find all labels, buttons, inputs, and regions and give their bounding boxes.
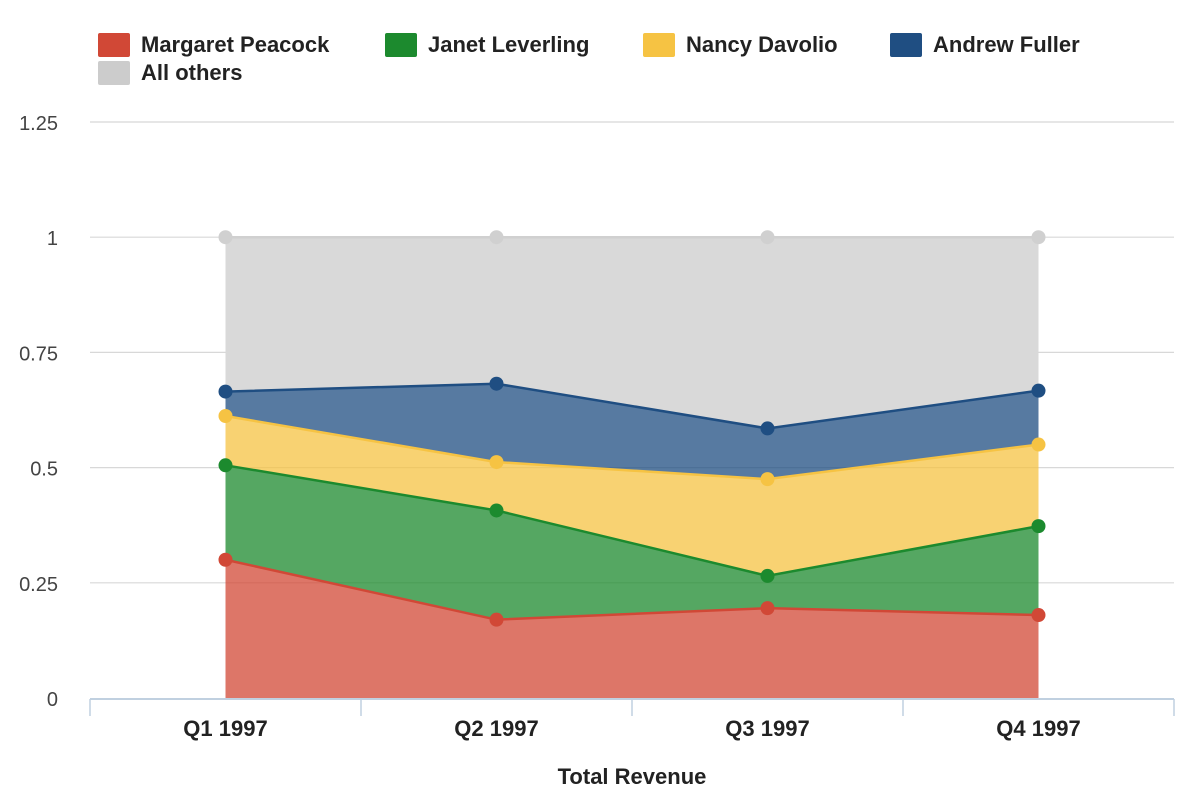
x-tick-label: Q1 1997 (183, 716, 267, 741)
line-andrew-fuller (225, 382, 1039, 430)
y-tick-label: 1 (47, 228, 58, 250)
point-nancy-davolio[interactable] (1031, 437, 1046, 452)
area-margaret-peacock (225, 559, 1039, 698)
area-all-others (225, 237, 1039, 429)
x-tick-label: Q2 1997 (454, 716, 538, 741)
point-all-others[interactable] (1031, 230, 1046, 245)
point-margaret-peacock[interactable] (760, 601, 775, 616)
data-points (218, 230, 1046, 627)
point-andrew-fuller[interactable] (489, 376, 504, 391)
point-janet-leverling[interactable] (1031, 519, 1046, 534)
legend-label: Margaret Peacock (141, 32, 330, 57)
legend-swatch-margaret-peacock (98, 33, 130, 57)
y-tick-label: 0.25 (19, 574, 58, 596)
legend-item-all-others[interactable]: All others (98, 60, 242, 86)
point-nancy-davolio[interactable] (760, 472, 775, 487)
line-nancy-davolio (225, 414, 1039, 481)
area-nancy-davolio (225, 415, 1039, 576)
point-margaret-peacock[interactable] (489, 612, 504, 627)
x-tick-label: Q3 1997 (725, 716, 809, 741)
y-tick-label: 0.75 (19, 343, 58, 365)
line-janet-leverling (225, 464, 1039, 578)
point-nancy-davolio[interactable] (489, 455, 504, 470)
legend-swatch-all-others (98, 61, 130, 85)
legend-label: Janet Leverling (428, 32, 590, 57)
legend-item-margaret-peacock[interactable]: Margaret Peacock (98, 32, 329, 58)
legend-swatch-janet-leverling (385, 33, 417, 57)
series-lines (225, 235, 1039, 621)
legend-swatch-andrew-fuller (890, 33, 922, 57)
point-all-others[interactable] (218, 230, 233, 245)
point-andrew-fuller[interactable] (218, 384, 233, 399)
point-margaret-peacock[interactable] (218, 552, 233, 567)
legend-item-janet-leverling[interactable]: Janet Leverling (385, 32, 589, 58)
point-andrew-fuller[interactable] (1031, 383, 1046, 398)
area-andrew-fuller (225, 383, 1039, 480)
point-all-others[interactable] (489, 230, 504, 245)
point-margaret-peacock[interactable] (1031, 608, 1046, 623)
line-margaret-peacock (225, 558, 1039, 621)
y-tick-label: 1.25 (19, 113, 58, 135)
point-janet-leverling[interactable] (760, 568, 775, 583)
axes: 0 0.25 0.5 0.75 1 1.25 Q1 1997 Q2 1997 Q3 1997 Q4… (19, 113, 1175, 741)
y-tick-label: 0.5 (30, 459, 58, 481)
legend-swatch-nancy-davolio (643, 33, 675, 57)
point-all-others[interactable] (760, 230, 775, 245)
point-nancy-davolio[interactable] (218, 408, 233, 423)
legend-label: Nancy Davolio (686, 32, 838, 57)
legend-label: Andrew Fuller (933, 32, 1080, 57)
area-janet-leverling (225, 465, 1039, 620)
y-tick-label: 0 (47, 689, 58, 711)
x-tick-label: Q4 1997 (996, 716, 1080, 741)
x-axis-title: Total Revenue (558, 764, 707, 789)
point-janet-leverling[interactable] (489, 503, 504, 518)
stacked-areas (225, 237, 1039, 698)
legend-item-nancy-davolio[interactable]: Nancy Davolio (643, 32, 838, 58)
point-janet-leverling[interactable] (218, 458, 233, 473)
point-andrew-fuller[interactable] (760, 421, 775, 436)
legend-label: All others (141, 60, 243, 85)
legend-item-andrew-fuller[interactable]: Andrew Fuller (890, 32, 1080, 58)
